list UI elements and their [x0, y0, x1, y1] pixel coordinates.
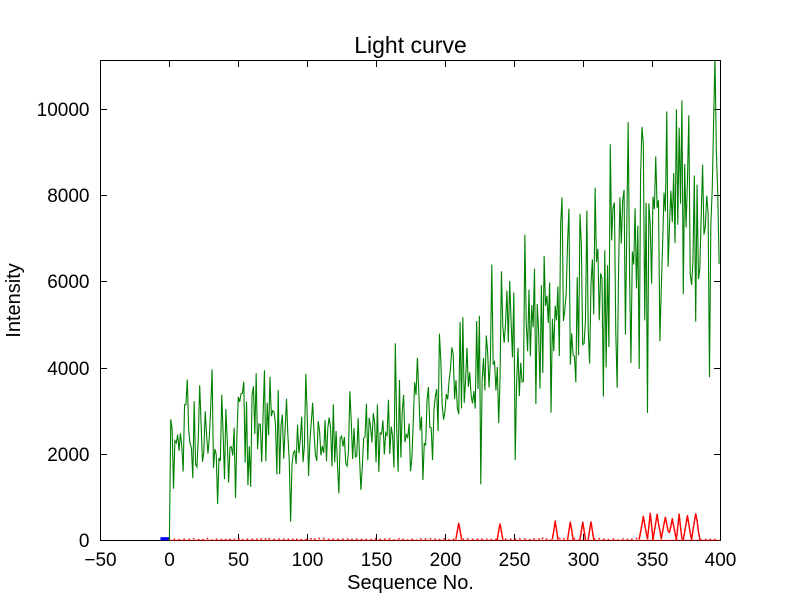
- svg-text:Intensity: Intensity: [3, 263, 25, 337]
- svg-text:150: 150: [361, 550, 393, 571]
- svg-text:250: 250: [499, 550, 531, 571]
- svg-text:6000: 6000: [47, 272, 89, 293]
- svg-text:100: 100: [292, 550, 324, 571]
- svg-text:2000: 2000: [47, 445, 89, 466]
- svg-text:Light curve: Light curve: [354, 32, 467, 58]
- svg-text:300: 300: [568, 550, 600, 571]
- svg-text:400: 400: [705, 550, 737, 571]
- svg-text:8000: 8000: [47, 186, 89, 207]
- svg-text:−50: −50: [84, 550, 116, 571]
- svg-text:4000: 4000: [47, 359, 89, 380]
- svg-text:350: 350: [637, 550, 669, 571]
- svg-text:10000: 10000: [37, 100, 90, 121]
- svg-text:0: 0: [164, 550, 175, 571]
- svg-text:200: 200: [430, 550, 462, 571]
- svg-text:0: 0: [79, 531, 90, 552]
- svg-text:Sequence No.: Sequence No.: [347, 572, 474, 594]
- svg-text:50: 50: [228, 550, 249, 571]
